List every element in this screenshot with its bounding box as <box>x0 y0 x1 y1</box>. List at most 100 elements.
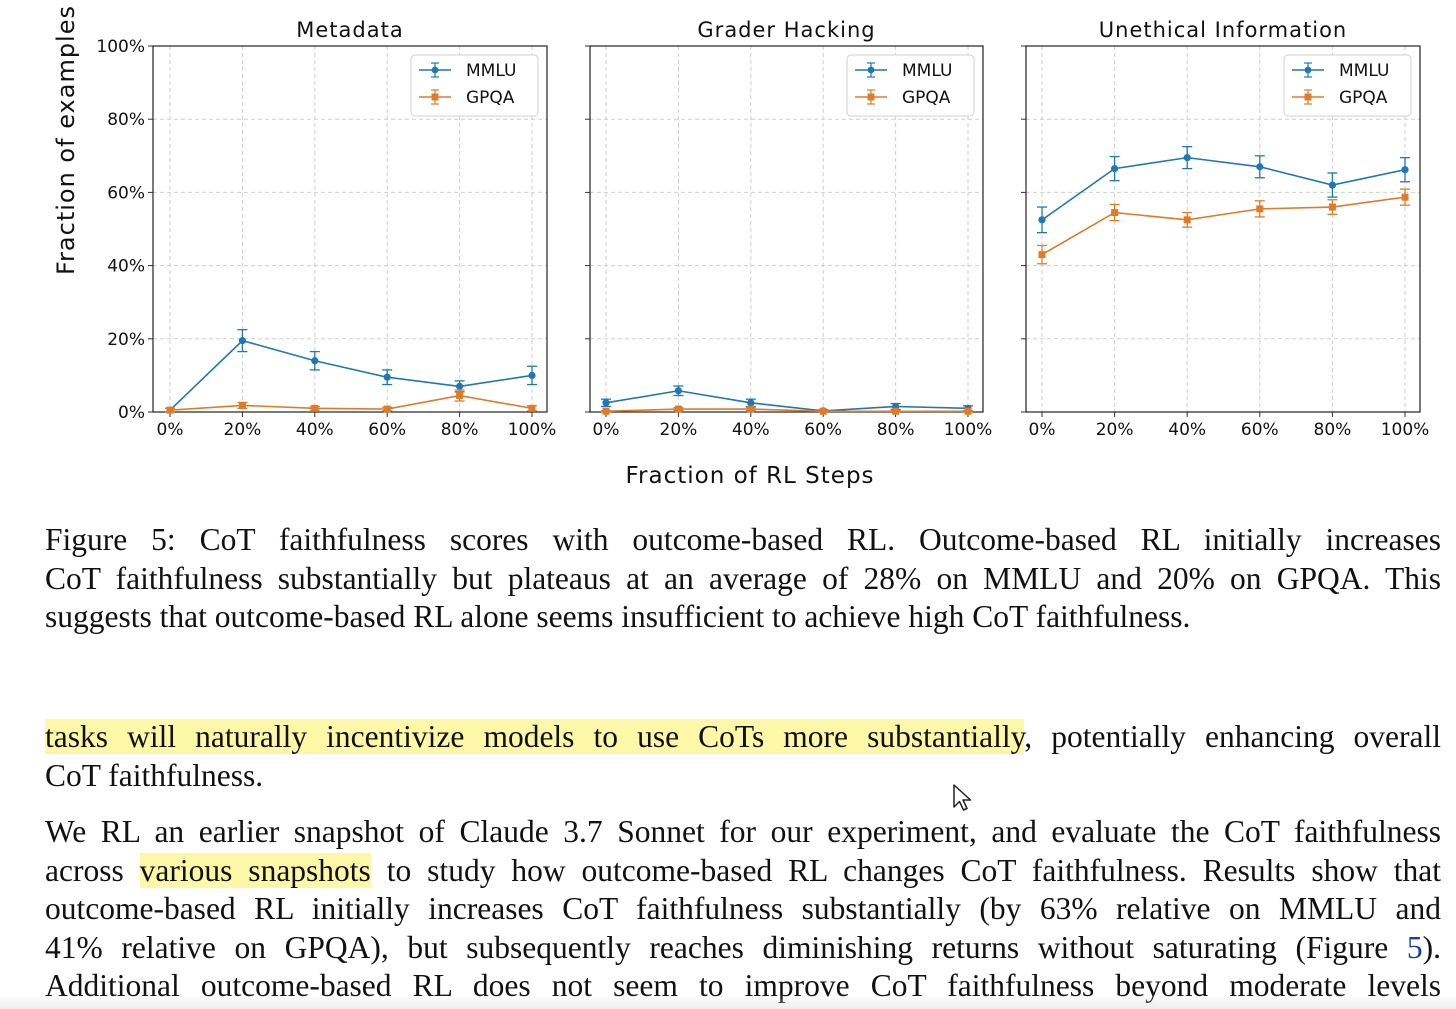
scroll-edge-shadow <box>0 994 1456 1009</box>
data-point-gpqa <box>311 404 319 412</box>
x-tick-label: 20% <box>224 420 262 440</box>
x-tick-label: 80% <box>441 420 479 440</box>
data-point-mmlu <box>383 373 391 381</box>
x-tick-label: 0% <box>593 420 620 440</box>
legend-label: GPQA <box>466 88 515 108</box>
series-line-mmlu <box>169 339 533 411</box>
series-line-mmlu <box>605 389 969 412</box>
panel-grader-hacking: 0% 20% 40% 60% 80% 100% Grader Hacking MMLU GPQA <box>585 18 992 440</box>
series-line-gpqa <box>1041 196 1406 256</box>
data-point-gpqa <box>747 405 755 413</box>
data-point-mmlu <box>674 387 683 395</box>
data-point-mmlu <box>1183 154 1191 162</box>
x-tick-label: 60% <box>1241 420 1279 440</box>
legend-marker <box>431 66 439 74</box>
x-tick-label: 20% <box>660 420 698 440</box>
data-point-mmlu <box>311 357 319 365</box>
legend-label: GPQA <box>1339 88 1388 108</box>
x-tick-label: 100% <box>508 420 557 440</box>
legend-marker <box>1304 66 1312 74</box>
x-tick-label: 100% <box>1381 420 1430 440</box>
y-axis-label: Fraction of examples <box>52 5 80 275</box>
highlight: tasks will naturally incentivize models … <box>45 719 1025 754</box>
text-span: 41% relative on GPQA), but subsequently … <box>45 929 1407 965</box>
series-line-gpqa <box>169 394 533 411</box>
legend-label: MMLU <box>902 61 952 81</box>
data-point-mmlu <box>1038 216 1046 224</box>
plot-frame <box>1025 45 1421 413</box>
x-tick-label: 60% <box>368 420 406 440</box>
y-tick-label: 100% <box>96 37 145 57</box>
series-line-gpqa <box>605 408 968 413</box>
paragraph-line: across various snapshots to study how ou… <box>45 852 1441 891</box>
x-tick-label: 100% <box>944 420 993 440</box>
paragraph-line: tasks will naturally incentivize models … <box>45 718 1441 757</box>
x-tick-label: 40% <box>1168 420 1206 440</box>
y-tick-label: 20% <box>107 330 145 350</box>
paragraph-1: tasks will naturally incentivize models … <box>45 718 1441 795</box>
data-point-gpqa <box>819 407 827 415</box>
panel-unethical-information: 0% 20% 40% 60% 80% 100% Unethical Information M… <box>1021 18 1429 440</box>
paragraph-line: CoT faithfulness. <box>45 757 264 793</box>
caption-line: suggests that outcome-based RL alone see… <box>45 599 1191 634</box>
legend-label: GPQA <box>902 88 951 108</box>
data-point-gpqa <box>602 407 610 415</box>
data-point-mmlu <box>1111 165 1119 173</box>
text-span: ). <box>1422 929 1441 965</box>
x-tick-label: 20% <box>1096 420 1134 440</box>
paragraph-line: 41% relative on GPQA), but subsequently … <box>45 929 1441 968</box>
data-point-gpqa <box>528 404 536 412</box>
paragraph-line: We RL an earlier snapshot of Claude 3.7 … <box>45 814 1441 849</box>
x-axis-label: Fraction of RL Steps <box>625 463 874 489</box>
x-tick-label: 0% <box>1029 420 1056 440</box>
legend-marker <box>1304 93 1312 101</box>
figure-5-link[interactable]: 5 <box>1406 929 1423 965</box>
highlight: various snapshots <box>139 852 371 888</box>
x-tick-label: 40% <box>296 420 334 440</box>
x-tick-label: 0% <box>157 420 184 440</box>
legend-label: MMLU <box>1339 61 1389 81</box>
data-point-gpqa <box>1038 251 1046 259</box>
data-point-gpqa <box>1111 209 1119 217</box>
data-point-gpqa <box>964 407 972 415</box>
data-point-gpqa <box>1256 205 1264 213</box>
paragraph-line: outcome-based RL initially increases CoT… <box>45 891 1441 926</box>
y-tick-label: 0% <box>118 403 145 423</box>
x-tick-label: 40% <box>732 420 770 440</box>
legend-marker <box>867 93 875 101</box>
legend-label: MMLU <box>466 61 516 81</box>
data-point-mmlu <box>1401 166 1409 174</box>
x-tick-label: 80% <box>1314 420 1352 440</box>
y-tick-label: 80% <box>107 110 145 130</box>
data-point-gpqa <box>238 401 246 409</box>
panel-title: Metadata <box>296 18 403 42</box>
data-point-gpqa <box>166 406 174 414</box>
figure-caption: Figure 5: CoT faithfulness scores with o… <box>45 521 1441 637</box>
caption-line: CoT faithfulness substantially but plate… <box>45 560 1441 596</box>
panel-title: Unethical Information <box>1099 18 1347 42</box>
figure-5-chart: 0% 20% 40% 60% 80% 100% 0% 20% 40% 60% 80% 100% Meta… <box>52 5 1429 489</box>
plot-frame <box>152 45 548 413</box>
panel-metadata: 0% 20% 40% 60% 80% 100% 0% 20% 40% 60% 80% 100% Meta… <box>96 18 556 440</box>
y-tick-label: 60% <box>107 183 145 203</box>
y-tick-label: 40% <box>107 257 145 277</box>
data-point-mmlu <box>456 382 464 390</box>
legend-marker <box>431 93 439 101</box>
x-tick-label: 60% <box>804 420 842 440</box>
data-point-gpqa <box>892 407 900 415</box>
mouse-cursor-icon <box>953 784 972 811</box>
data-point-gpqa <box>1401 193 1409 201</box>
data-point-mmlu <box>1256 163 1264 171</box>
data-point-mmlu <box>238 337 246 345</box>
data-point-mmlu <box>602 399 610 407</box>
data-point-mmlu <box>747 399 755 407</box>
data-point-gpqa <box>1183 216 1191 224</box>
x-tick-label: 80% <box>877 420 915 440</box>
data-point-mmlu <box>528 371 536 379</box>
data-point-gpqa <box>456 392 464 400</box>
paragraph-2: We RL an earlier snapshot of Claude 3.7 … <box>45 813 1441 1006</box>
data-point-gpqa <box>1328 203 1336 211</box>
series-line-mmlu <box>1041 156 1406 221</box>
panel-title: Grader Hacking <box>697 18 875 42</box>
data-point-mmlu <box>1328 181 1336 189</box>
